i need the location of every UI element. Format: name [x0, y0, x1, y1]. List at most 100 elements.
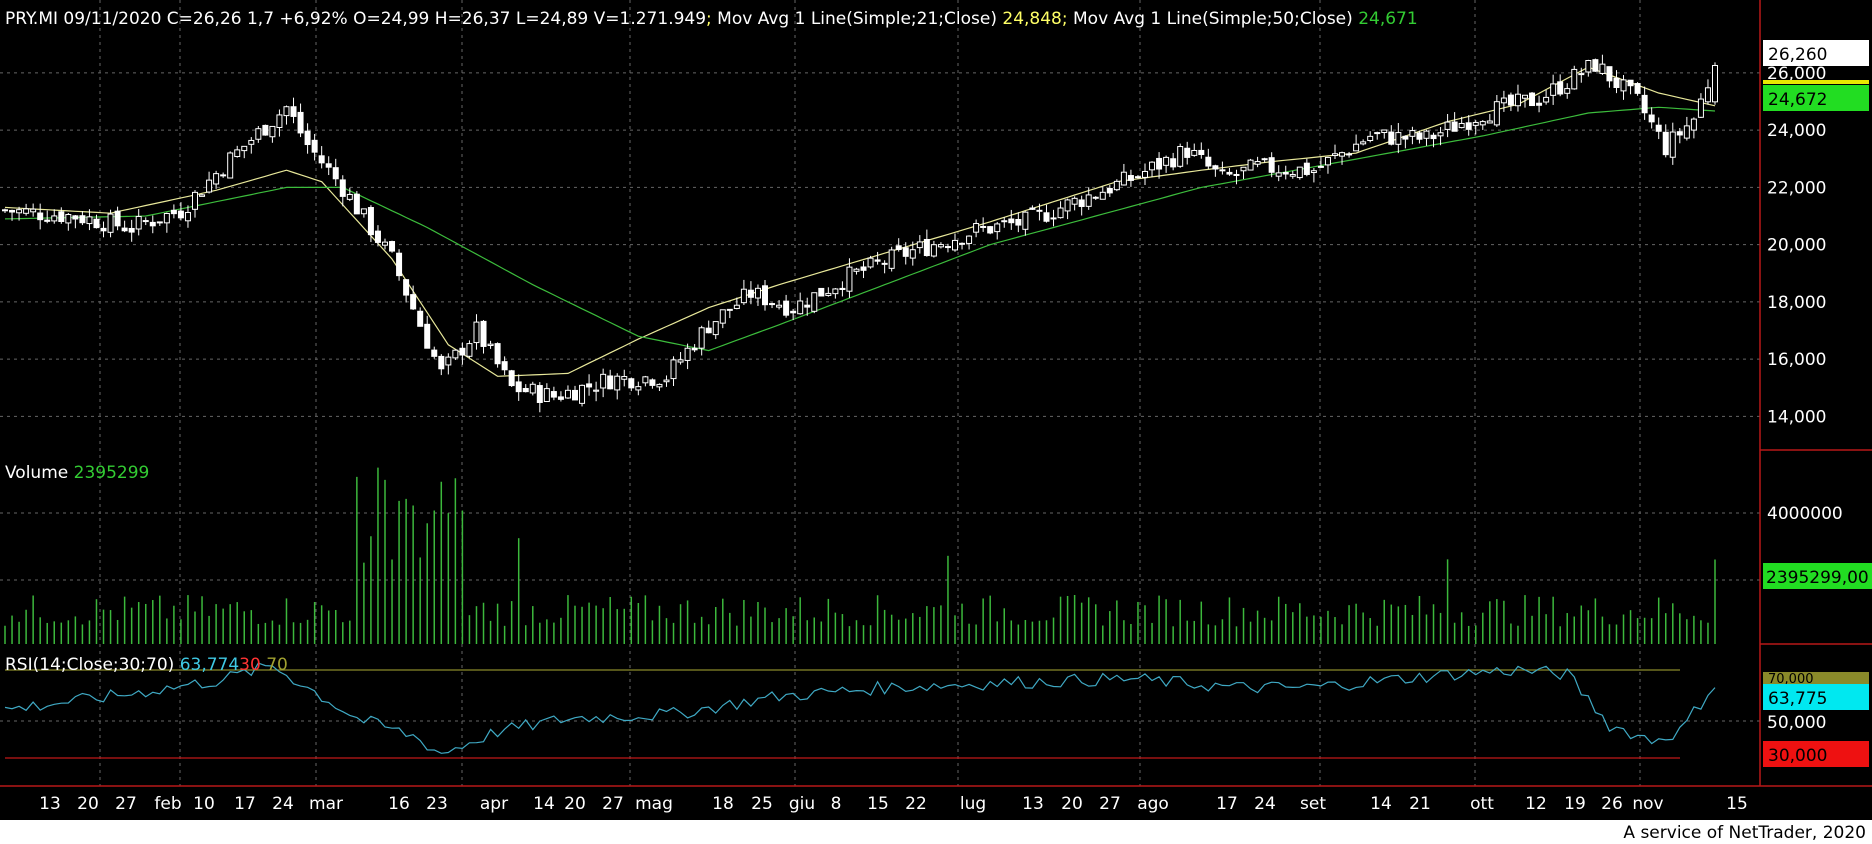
header-sep-2: ; [1062, 9, 1068, 29]
rsi-lower-box [1763, 741, 1869, 767]
candle-body [403, 279, 410, 296]
chart-header: PRY.MI 09/11/2020 C=26,26 1,7 +6,92% O=2… [5, 9, 1418, 29]
x-axis-label: 21 [1409, 794, 1431, 814]
candle-body [1177, 146, 1184, 167]
candle-body [973, 223, 980, 233]
x-axis-label: ago [1137, 794, 1169, 814]
candle-body [1310, 170, 1317, 174]
price-tick-label: 14,000 [1767, 407, 1826, 427]
candle-body [916, 241, 923, 249]
candle-body [1085, 194, 1092, 207]
x-axis-label: 19 [1564, 794, 1586, 814]
candle-body [1697, 98, 1704, 118]
candle-body [797, 300, 804, 315]
x-axis-label: 17 [234, 794, 256, 814]
candle-body [248, 139, 255, 145]
candle-body [853, 268, 860, 272]
candle-body [114, 210, 121, 227]
candle-body [867, 257, 874, 268]
candle-body [1113, 180, 1120, 191]
candle-body [1648, 114, 1655, 123]
candle-body [445, 356, 452, 366]
candle-body [1374, 132, 1381, 135]
candle-body [677, 359, 684, 363]
candle-body [346, 193, 353, 200]
candle-body [1289, 173, 1296, 177]
candle-body [374, 230, 381, 243]
candle-body [367, 207, 374, 236]
candle-body [311, 139, 318, 153]
candle-body [1522, 94, 1528, 99]
candle-body [959, 242, 966, 245]
candle-body [550, 391, 557, 398]
candle-body [1585, 59, 1592, 73]
candle-body [825, 292, 832, 296]
candle-body [1592, 59, 1599, 72]
candle-body [783, 300, 790, 316]
x-axis-label: 14 [533, 794, 555, 814]
candle-body [177, 210, 184, 219]
candle-body [1057, 207, 1064, 219]
rsi-legend: RSI(14;Close;30;70) 63,77430 70 [5, 655, 288, 675]
candle-body [614, 375, 621, 391]
candle-body [424, 323, 431, 349]
candle-body [1507, 94, 1514, 106]
candle-body [1704, 87, 1711, 103]
candle-body [1683, 125, 1690, 139]
candle-body [1120, 171, 1127, 186]
candle-body [121, 227, 128, 232]
candle-body [1022, 211, 1029, 230]
x-axis-label: 14 [1370, 794, 1392, 814]
rsi-lower: 30 [239, 655, 261, 675]
grid-lines [0, 0, 1760, 786]
candle-body [572, 389, 578, 401]
rsi-value-box [1763, 684, 1869, 710]
rsi-series-line [4, 662, 1716, 754]
candle-body [705, 327, 712, 334]
candle-body [1050, 217, 1057, 220]
candle-body [776, 304, 783, 308]
candle-body [227, 152, 234, 179]
candle-body [1346, 153, 1353, 156]
candle-body [1620, 79, 1627, 92]
candle-body [360, 208, 367, 215]
candle-body [1655, 124, 1662, 132]
candle-body [1219, 169, 1226, 172]
rsi-label: RSI(14;Close;30;70) [5, 655, 180, 675]
candle-body [586, 383, 593, 388]
candle-body [1170, 158, 1177, 168]
candle-body [128, 227, 135, 233]
candle-body [290, 106, 297, 117]
candle-body [593, 389, 600, 392]
price-tick-label: 18,000 [1767, 293, 1826, 313]
candle-body [811, 292, 818, 312]
candle-body [1529, 92, 1536, 107]
candle-body [937, 244, 944, 248]
ma-box-text: 24,672 [1768, 90, 1827, 110]
candle-body [980, 225, 987, 228]
last-price-box-text: 26,260 [1768, 45, 1827, 65]
candle-body [1465, 122, 1472, 130]
candle-body [1198, 149, 1205, 156]
candle-body [1029, 207, 1036, 210]
candle-body [1409, 130, 1416, 137]
ticker-info: PRY.MI 09/11/2020 C=26,26 1,7 +6,92% O=2… [5, 9, 706, 29]
candle-body [1564, 88, 1571, 94]
candle-body [740, 288, 747, 304]
candle-body [1676, 131, 1683, 136]
candle-body [860, 266, 867, 271]
ma-marker-yellow [1763, 80, 1869, 84]
candle-body [452, 349, 459, 359]
header-sep: ; [706, 9, 712, 29]
candle-body [1064, 199, 1071, 212]
candle-body [1395, 132, 1402, 145]
x-axis-label: 25 [751, 794, 773, 814]
candle-body [1268, 157, 1275, 173]
candle-body [1416, 132, 1423, 140]
candle-body [846, 266, 853, 292]
candle-body [600, 373, 607, 389]
candle-body [804, 304, 811, 308]
candle-body [1240, 166, 1247, 172]
x-axis-label: 18 [712, 794, 734, 814]
